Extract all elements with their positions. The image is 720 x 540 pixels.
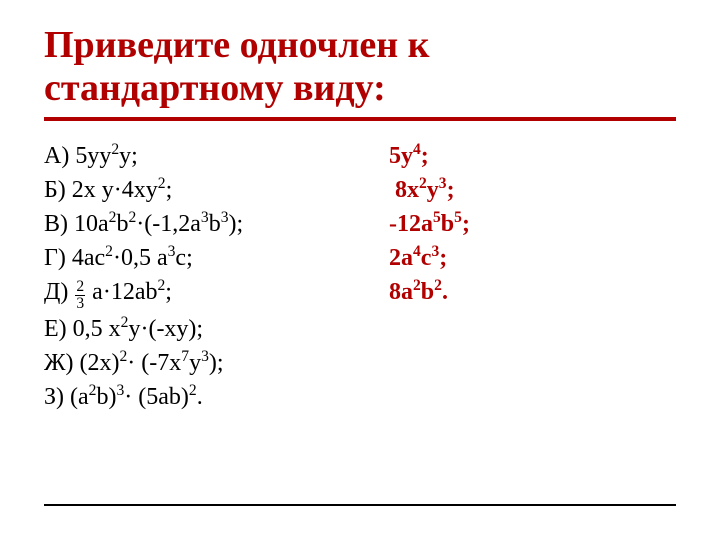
item-problem: Ж) (2x)2· (-7x7y3);	[44, 346, 389, 380]
item-problem: Г) 4ac2·0,5 a3c;	[44, 241, 389, 275]
slide-title: Приведите одночлен к стандартному виду:	[44, 24, 676, 109]
item-row: Б) 2x y·4xy2; 8x2y3;	[44, 173, 676, 207]
item-problem: В) 10a2b2·(-1,2a3b3);	[44, 207, 389, 241]
item-problem: Б) 2x y·4xy2;	[44, 173, 389, 207]
item-row: В) 10a2b2·(-1,2a3b3);-12a5b5;	[44, 207, 676, 241]
item-answer	[389, 380, 676, 414]
item-row: А) 5yy2y;5y4;	[44, 139, 676, 173]
item-answer	[389, 312, 676, 346]
item-row: З) (a2b)3· (5ab)2.	[44, 380, 676, 414]
title-underline	[44, 117, 676, 121]
item-problem: Д) 23 a·12ab2;	[44, 275, 389, 311]
item-answer: 2a4c3;	[389, 241, 676, 275]
item-row: Ж) (2x)2· (-7x7y3);	[44, 346, 676, 380]
item-row: Г) 4ac2·0,5 a3c;2a4c3;	[44, 241, 676, 275]
item-answer: 8a2b2.	[389, 275, 676, 311]
item-answer: 5y4;	[389, 139, 676, 173]
item-answer	[389, 346, 676, 380]
item-problem: А) 5yy2y;	[44, 139, 389, 173]
item-answer: 8x2y3;	[389, 173, 676, 207]
footer-rule	[44, 504, 676, 506]
item-answer: -12a5b5;	[389, 207, 676, 241]
slide: Приведите одночлен к стандартному виду: …	[0, 0, 720, 540]
item-problem: Е) 0,5 x2y·(-xy);	[44, 312, 389, 346]
item-problem: З) (a2b)3· (5ab)2.	[44, 380, 389, 414]
item-row: Д) 23 a·12ab2;8a2b2.	[44, 275, 676, 311]
item-row: Е) 0,5 x2y·(-xy);	[44, 312, 676, 346]
content-body: А) 5yy2y;5y4;Б) 2x y·4xy2; 8x2y3;В) 10a2…	[44, 139, 676, 414]
